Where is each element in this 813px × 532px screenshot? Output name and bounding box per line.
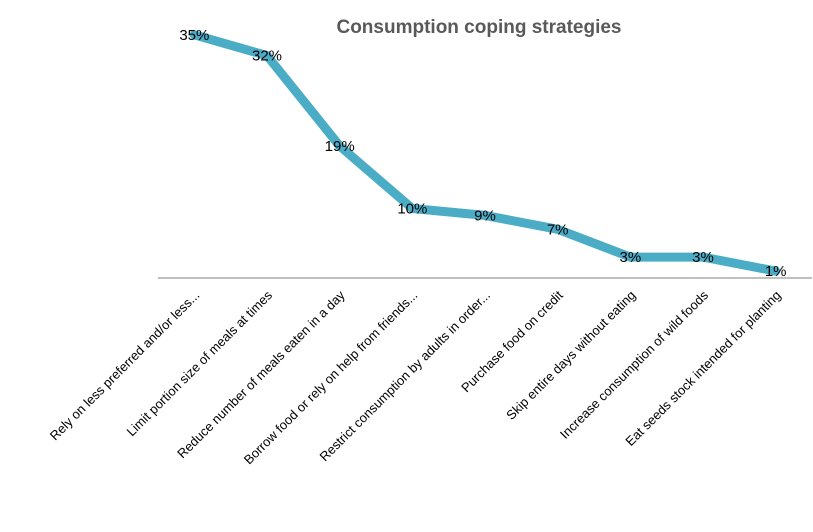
data-point: [480, 210, 490, 220]
data-label: 3%: [692, 249, 714, 266]
data-point: [625, 252, 635, 262]
data-label: 1%: [765, 263, 787, 280]
data-label: 3%: [619, 249, 641, 266]
data-point: [335, 141, 345, 151]
data-label: 35%: [179, 27, 209, 44]
data-point: [771, 266, 781, 276]
data-label: 32%: [252, 48, 282, 65]
data-label: 19%: [325, 138, 355, 155]
data-point: [407, 204, 417, 213]
chart-title: Consumption coping strategies: [336, 17, 622, 38]
data-point: [698, 252, 708, 262]
data-point: [189, 30, 199, 40]
data-point: [553, 224, 563, 234]
data-label: 9%: [474, 207, 496, 224]
series-line: [189, 30, 781, 276]
data-label: 7%: [547, 221, 569, 238]
x-tick-label: Eat seeds stock intended for planting: [622, 288, 783, 449]
x-tick-label: Rely on less preferred and/or less...: [47, 288, 203, 444]
data-point: [262, 51, 272, 61]
x-tick-label: Increase consumption of wild foods: [557, 287, 712, 442]
x-tick-label: Skip entire days without eating: [503, 288, 638, 423]
x-tick-label: Limit portion size of meals at times: [124, 287, 276, 439]
data-label: 10%: [397, 201, 427, 218]
